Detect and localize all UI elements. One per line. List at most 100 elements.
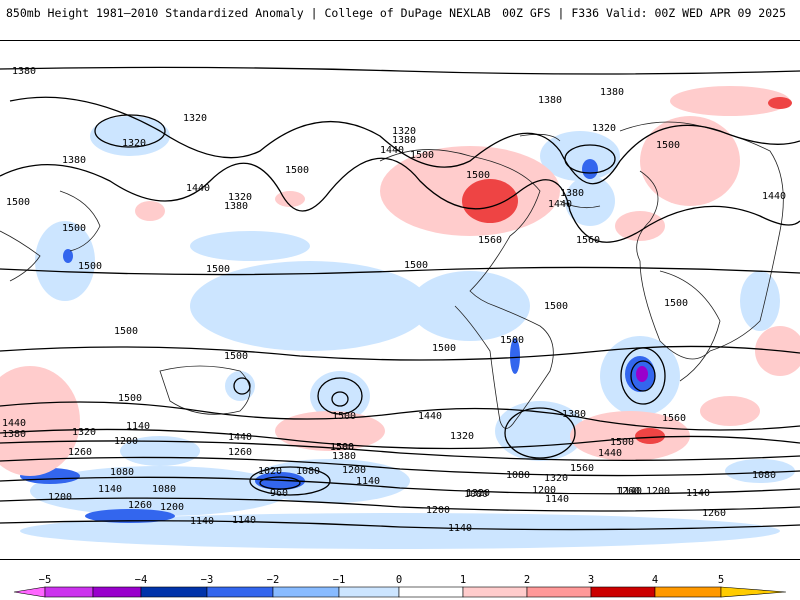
extreme-negative-shading bbox=[636, 366, 648, 382]
contour-label: 1500 bbox=[332, 411, 356, 422]
contour-label: 1140 bbox=[356, 476, 380, 487]
contour-label: 1500 bbox=[6, 197, 30, 208]
colorbar-tick-label: −1 bbox=[332, 574, 346, 586]
contour-label: 1500 bbox=[410, 150, 434, 161]
contour-label: 1440 bbox=[548, 199, 572, 210]
colorbar-segment bbox=[272, 586, 340, 598]
contour-label: 1080 bbox=[110, 467, 134, 478]
colorbar-segment bbox=[462, 586, 528, 598]
contour-label: 1200 bbox=[48, 492, 72, 503]
contour-label: 1440 bbox=[598, 448, 622, 459]
colorbar-segment bbox=[398, 586, 464, 598]
contour-label: 1500 bbox=[610, 437, 634, 448]
colorbar-segment bbox=[140, 586, 208, 598]
colorbar-segment bbox=[338, 586, 400, 598]
anomaly-map: 1380 1320 1320 1380 1440 1500 1500 1500 … bbox=[0, 40, 800, 560]
contour-label: 1560 bbox=[570, 463, 594, 474]
contour-label: 1380 bbox=[562, 409, 586, 420]
contour-label: 1500 bbox=[544, 301, 568, 312]
contour-label: 1500 bbox=[206, 264, 230, 275]
contour-label: 1080 bbox=[506, 470, 530, 481]
contour-label: 1560 bbox=[662, 413, 686, 424]
contour-label: 1380 bbox=[392, 135, 416, 146]
contour-label: 1320 bbox=[228, 192, 252, 203]
colorbar-tick-label: 1 bbox=[459, 574, 467, 586]
anomaly-colorbar bbox=[13, 586, 787, 598]
contour-label: 1500 bbox=[466, 170, 490, 181]
contour-label: 1440 bbox=[228, 432, 252, 443]
contour-label: 1500 bbox=[62, 223, 86, 234]
contour-label: 1320 bbox=[72, 427, 96, 438]
contour-label: 1260 bbox=[128, 500, 152, 511]
map-canvas: 1380 1320 1320 1380 1440 1500 1500 1500 … bbox=[0, 66, 800, 549]
contour-label: 1500 bbox=[500, 335, 524, 346]
contour-label: 1080 bbox=[296, 466, 320, 477]
contour-label: 1140 bbox=[126, 421, 150, 432]
colorbar-tick-label: 3 bbox=[587, 574, 595, 586]
contour-label: 1500 bbox=[656, 140, 680, 151]
contour-label: 1080 bbox=[752, 470, 776, 481]
colorbar-tick-label: 5 bbox=[717, 574, 725, 586]
contour-label: 1440 bbox=[418, 411, 442, 422]
contour-label: 1380 bbox=[560, 188, 584, 199]
colorbar-tick-label: 2 bbox=[523, 574, 531, 586]
contour-label: 1560 bbox=[478, 235, 502, 246]
contour-label: 1140 bbox=[232, 515, 256, 526]
contour-label: 1500 bbox=[404, 260, 428, 271]
colorbar-segment bbox=[590, 586, 656, 598]
contour-label: 1560 bbox=[576, 235, 600, 246]
colorbar-tick-label: −2 bbox=[266, 574, 280, 586]
contour-label: 1380 bbox=[224, 201, 248, 212]
contour-label: 1260 bbox=[68, 447, 92, 458]
contour-label: 1020 bbox=[258, 466, 282, 477]
colorbar-tick-label: −5 bbox=[38, 574, 52, 586]
negative-anomaly-shading bbox=[20, 116, 795, 549]
contour-label: 1140 bbox=[448, 523, 472, 534]
contour-label: 1260 bbox=[616, 486, 640, 497]
model-run-info: 00Z GFS | F336 Valid: 00Z WED APR 09 202… bbox=[502, 6, 786, 20]
contour-label: 1140 bbox=[190, 516, 214, 527]
contour-label: 1500 bbox=[664, 298, 688, 309]
contour-label: 1200 bbox=[160, 502, 184, 513]
contour-label: 1140 bbox=[545, 494, 569, 505]
contour-label: 1320 bbox=[183, 113, 207, 124]
colorbar-segment bbox=[654, 586, 722, 598]
contour-label: 1320 bbox=[592, 123, 616, 134]
map-title: 850mb Height 1981–2010 Standardized Anom… bbox=[6, 6, 491, 20]
contour-label: 1320 bbox=[466, 488, 490, 499]
contour-label: 1200 bbox=[114, 436, 138, 447]
contour-label: 1320 bbox=[122, 138, 146, 149]
contour-label: 1320 bbox=[392, 126, 416, 137]
contour-label: 1320 bbox=[544, 473, 568, 484]
colorbar-segment bbox=[92, 586, 142, 598]
contour-label: 1140 bbox=[686, 488, 710, 499]
colorbar-tick-label: −3 bbox=[200, 574, 214, 586]
contour-label: 1320 bbox=[450, 431, 474, 442]
colorbar-tick-label: 4 bbox=[651, 574, 659, 586]
colorbar-left-arrow bbox=[13, 586, 46, 598]
contour-label: 1080 bbox=[464, 489, 488, 500]
contour-label: 1260 bbox=[702, 508, 726, 519]
contour-label: 1200 bbox=[532, 485, 556, 496]
contour-label: 1080 bbox=[152, 484, 176, 495]
contour-labels: 1380 1320 1320 1380 1440 1500 1500 1500 … bbox=[2, 66, 786, 534]
colorbar-tick-label: −4 bbox=[134, 574, 148, 586]
contour-label: 1380 bbox=[332, 451, 356, 462]
contour-label: 1500 bbox=[224, 351, 248, 362]
colorbar-segment bbox=[44, 586, 94, 598]
contour-label: 1380 bbox=[62, 155, 86, 166]
colorbar-tick-label: 0 bbox=[395, 574, 403, 586]
strong-positive-shading bbox=[462, 97, 792, 444]
height-contours bbox=[0, 66, 800, 531]
contour-label: 1200 bbox=[342, 465, 366, 476]
contour-label: 1380 bbox=[538, 95, 562, 106]
contour-label: 1260 bbox=[228, 447, 252, 458]
contour-label: 1140 bbox=[618, 486, 642, 497]
contour-label: 1500 bbox=[330, 442, 354, 453]
contour-label: 1500 bbox=[114, 326, 138, 337]
contour-label: 1440 bbox=[2, 418, 26, 429]
contour-label: 1500 bbox=[432, 343, 456, 354]
contour-label: 1500 bbox=[118, 393, 142, 404]
colorbar-segment bbox=[526, 586, 592, 598]
contour-label: 1440 bbox=[186, 183, 210, 194]
